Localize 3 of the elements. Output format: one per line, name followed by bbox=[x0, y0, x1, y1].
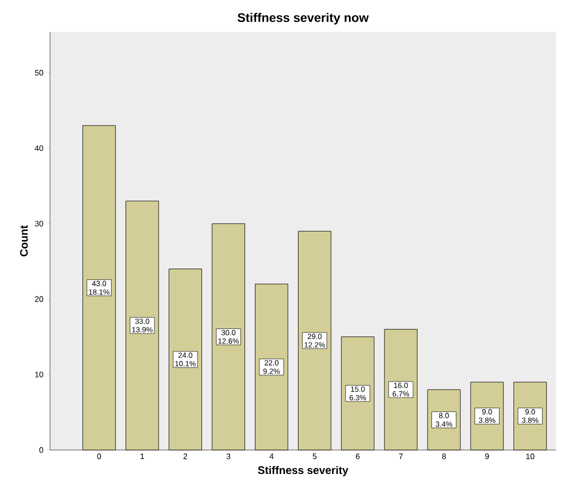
chart-title: Stiffness severity now bbox=[238, 12, 369, 24]
y-axis-title: Count bbox=[20, 225, 28, 256]
x-axis-title: Stiffness severity bbox=[258, 466, 348, 476]
